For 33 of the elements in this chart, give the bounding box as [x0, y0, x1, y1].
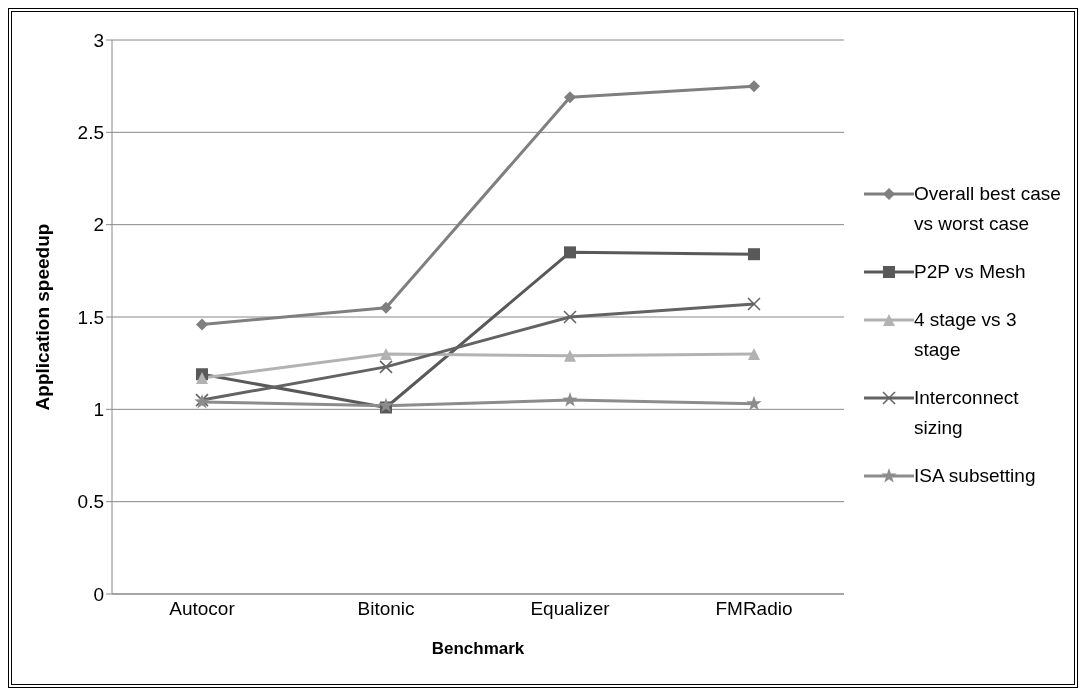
x-tick-label: Equalizer — [530, 598, 611, 620]
legend-label: P2P vs Mesh — [914, 260, 1026, 284]
y-tick-label: 1.5 — [77, 306, 104, 328]
point — [748, 248, 760, 261]
point — [196, 318, 208, 331]
legend-label: Overall best case vs worst case — [914, 182, 1062, 236]
point — [564, 349, 576, 362]
point — [380, 301, 392, 314]
y-tick-label: 2 — [93, 214, 104, 236]
x-tick-label: FMRadio — [715, 598, 793, 620]
y-tick-label: 0 — [93, 583, 104, 605]
legend-label: 4 stage vs 3 stage — [914, 308, 1018, 362]
point — [564, 246, 576, 259]
point — [562, 392, 578, 407]
y-tick-label: 0.5 — [77, 491, 104, 513]
y-tick-label: 2.5 — [77, 122, 104, 144]
y-tick-label: 1 — [93, 399, 104, 421]
point — [379, 360, 393, 374]
point — [378, 397, 394, 413]
x-tick-label: Autocor — [169, 598, 236, 620]
x-axis-title: Benchmark — [431, 639, 525, 658]
point — [748, 80, 760, 93]
y-tick-label: 3 — [93, 29, 104, 51]
point — [564, 91, 576, 104]
point — [746, 395, 762, 411]
point — [747, 297, 761, 311]
point — [563, 310, 577, 324]
x-tick-label: Bitonic — [357, 598, 415, 620]
y-axis-title: Application speedup — [31, 223, 53, 411]
point — [380, 347, 392, 360]
legend-label: Interconnect sizing — [914, 386, 1020, 440]
legend-label: ISA subsetting — [914, 464, 1036, 488]
point — [748, 347, 760, 360]
